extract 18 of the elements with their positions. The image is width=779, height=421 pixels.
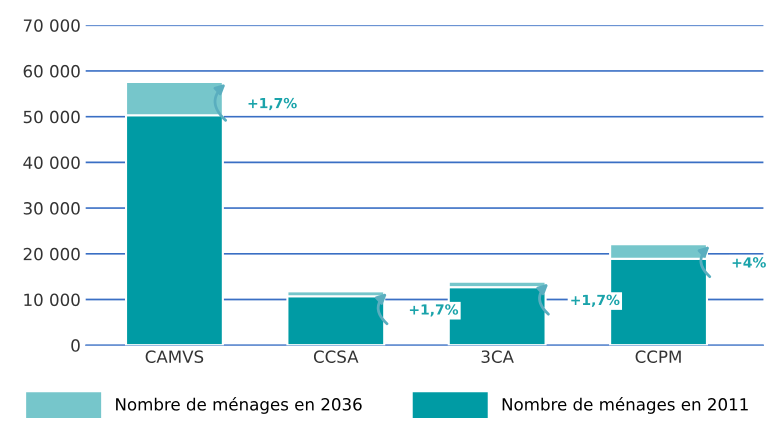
y-tick-label: 60 000	[24, 64, 80, 78]
x-tick-label: CCPM	[636, 350, 681, 363]
legend-label: Nombre de ménages en 2011	[502, 397, 748, 414]
annotation: +1,7%	[410, 304, 458, 317]
y-tick-label: 0	[71, 339, 80, 352]
y-tick-label: 50 000	[24, 110, 80, 124]
x-tick-label: CCSA	[314, 350, 358, 363]
legend-label: Nombre de ménages en 2036	[116, 397, 362, 414]
x-tick-label: 3CA	[482, 350, 514, 363]
y-tick-label: 40 000	[23, 156, 80, 169]
y-tick-label: 70 000	[24, 19, 80, 32]
annotation: +4%	[732, 257, 766, 268]
y-tick-label: 20 000	[24, 248, 80, 260]
annotation: +1,7%	[248, 98, 297, 110]
annotation: +1,7%	[571, 294, 620, 307]
x-tick-label: CAMVS	[146, 350, 204, 363]
y-tick-label: 10 000	[24, 293, 80, 306]
y-tick-label: 30 000	[24, 202, 80, 215]
